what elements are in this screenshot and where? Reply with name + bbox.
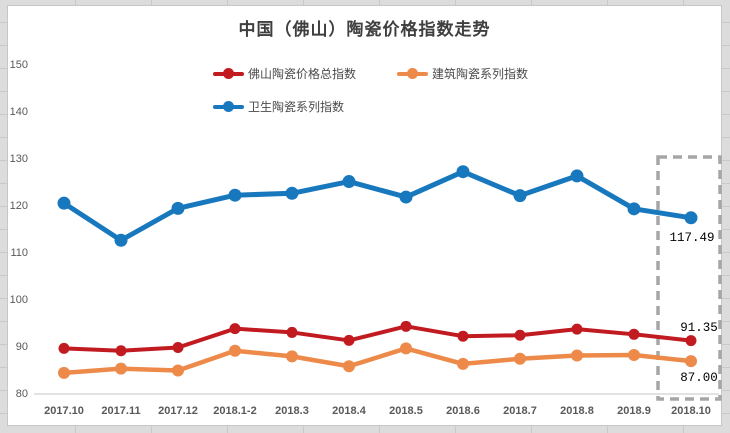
- legend-item-sanitary-ceramics[interactable]: 卫生陶瓷系列指数: [213, 98, 344, 114]
- chart-area[interactable]: 中国（佛山）陶瓷价格指数走势 佛山陶瓷价格总指数 建筑陶瓷系列指数 卫生陶瓷系列…: [7, 5, 722, 426]
- x-axis-label: 2018.3: [275, 405, 309, 417]
- legend-line-marker-icon: [213, 67, 244, 80]
- legend-line-marker-icon: [213, 100, 244, 113]
- y-axis-label: 150: [9, 59, 28, 71]
- x-axis-label: 2018.6: [446, 405, 480, 417]
- x-axis-label: 2017.12: [158, 405, 198, 417]
- x-axis-label: 2018.10: [671, 405, 711, 417]
- x-axis-label: 2018.5: [389, 405, 423, 417]
- y-axis-label: 90: [15, 341, 28, 353]
- data-point-label: 91.35: [680, 320, 718, 335]
- legend-label: 卫生陶瓷系列指数: [248, 99, 345, 114]
- y-axis-label: 140: [9, 106, 28, 118]
- legend-item-foshan-total[interactable]: 佛山陶瓷价格总指数: [213, 65, 356, 81]
- legend-label: 佛山陶瓷价格总指数: [248, 66, 357, 81]
- legend-label: 建筑陶瓷系列指数: [432, 66, 529, 81]
- x-axis-label: 2017.10: [44, 405, 84, 417]
- chart-title: 中国（佛山）陶瓷价格指数走势: [238, 20, 491, 39]
- legend-item-building-ceramics[interactable]: 建筑陶瓷系列指数: [397, 65, 528, 81]
- x-axis-label: 2017.11: [101, 405, 141, 417]
- y-axis-label: 110: [10, 247, 28, 259]
- legend-line-marker-icon: [397, 67, 428, 80]
- x-axis-label: 2018.7: [503, 405, 537, 417]
- y-axis-label: 130: [9, 153, 28, 165]
- y-axis-label: 80: [15, 388, 28, 400]
- x-axis-label: 2018.1-2: [213, 405, 257, 417]
- x-axis-label: 2018.4: [332, 405, 366, 417]
- data-point-label: 117.49: [669, 230, 715, 245]
- x-axis-label: 2018.8: [560, 405, 594, 417]
- y-axis-label: 100: [9, 294, 28, 306]
- y-axis-label: 120: [9, 200, 28, 212]
- data-point-label: 87.00: [680, 371, 718, 386]
- x-axis-label: 2018.9: [617, 405, 651, 417]
